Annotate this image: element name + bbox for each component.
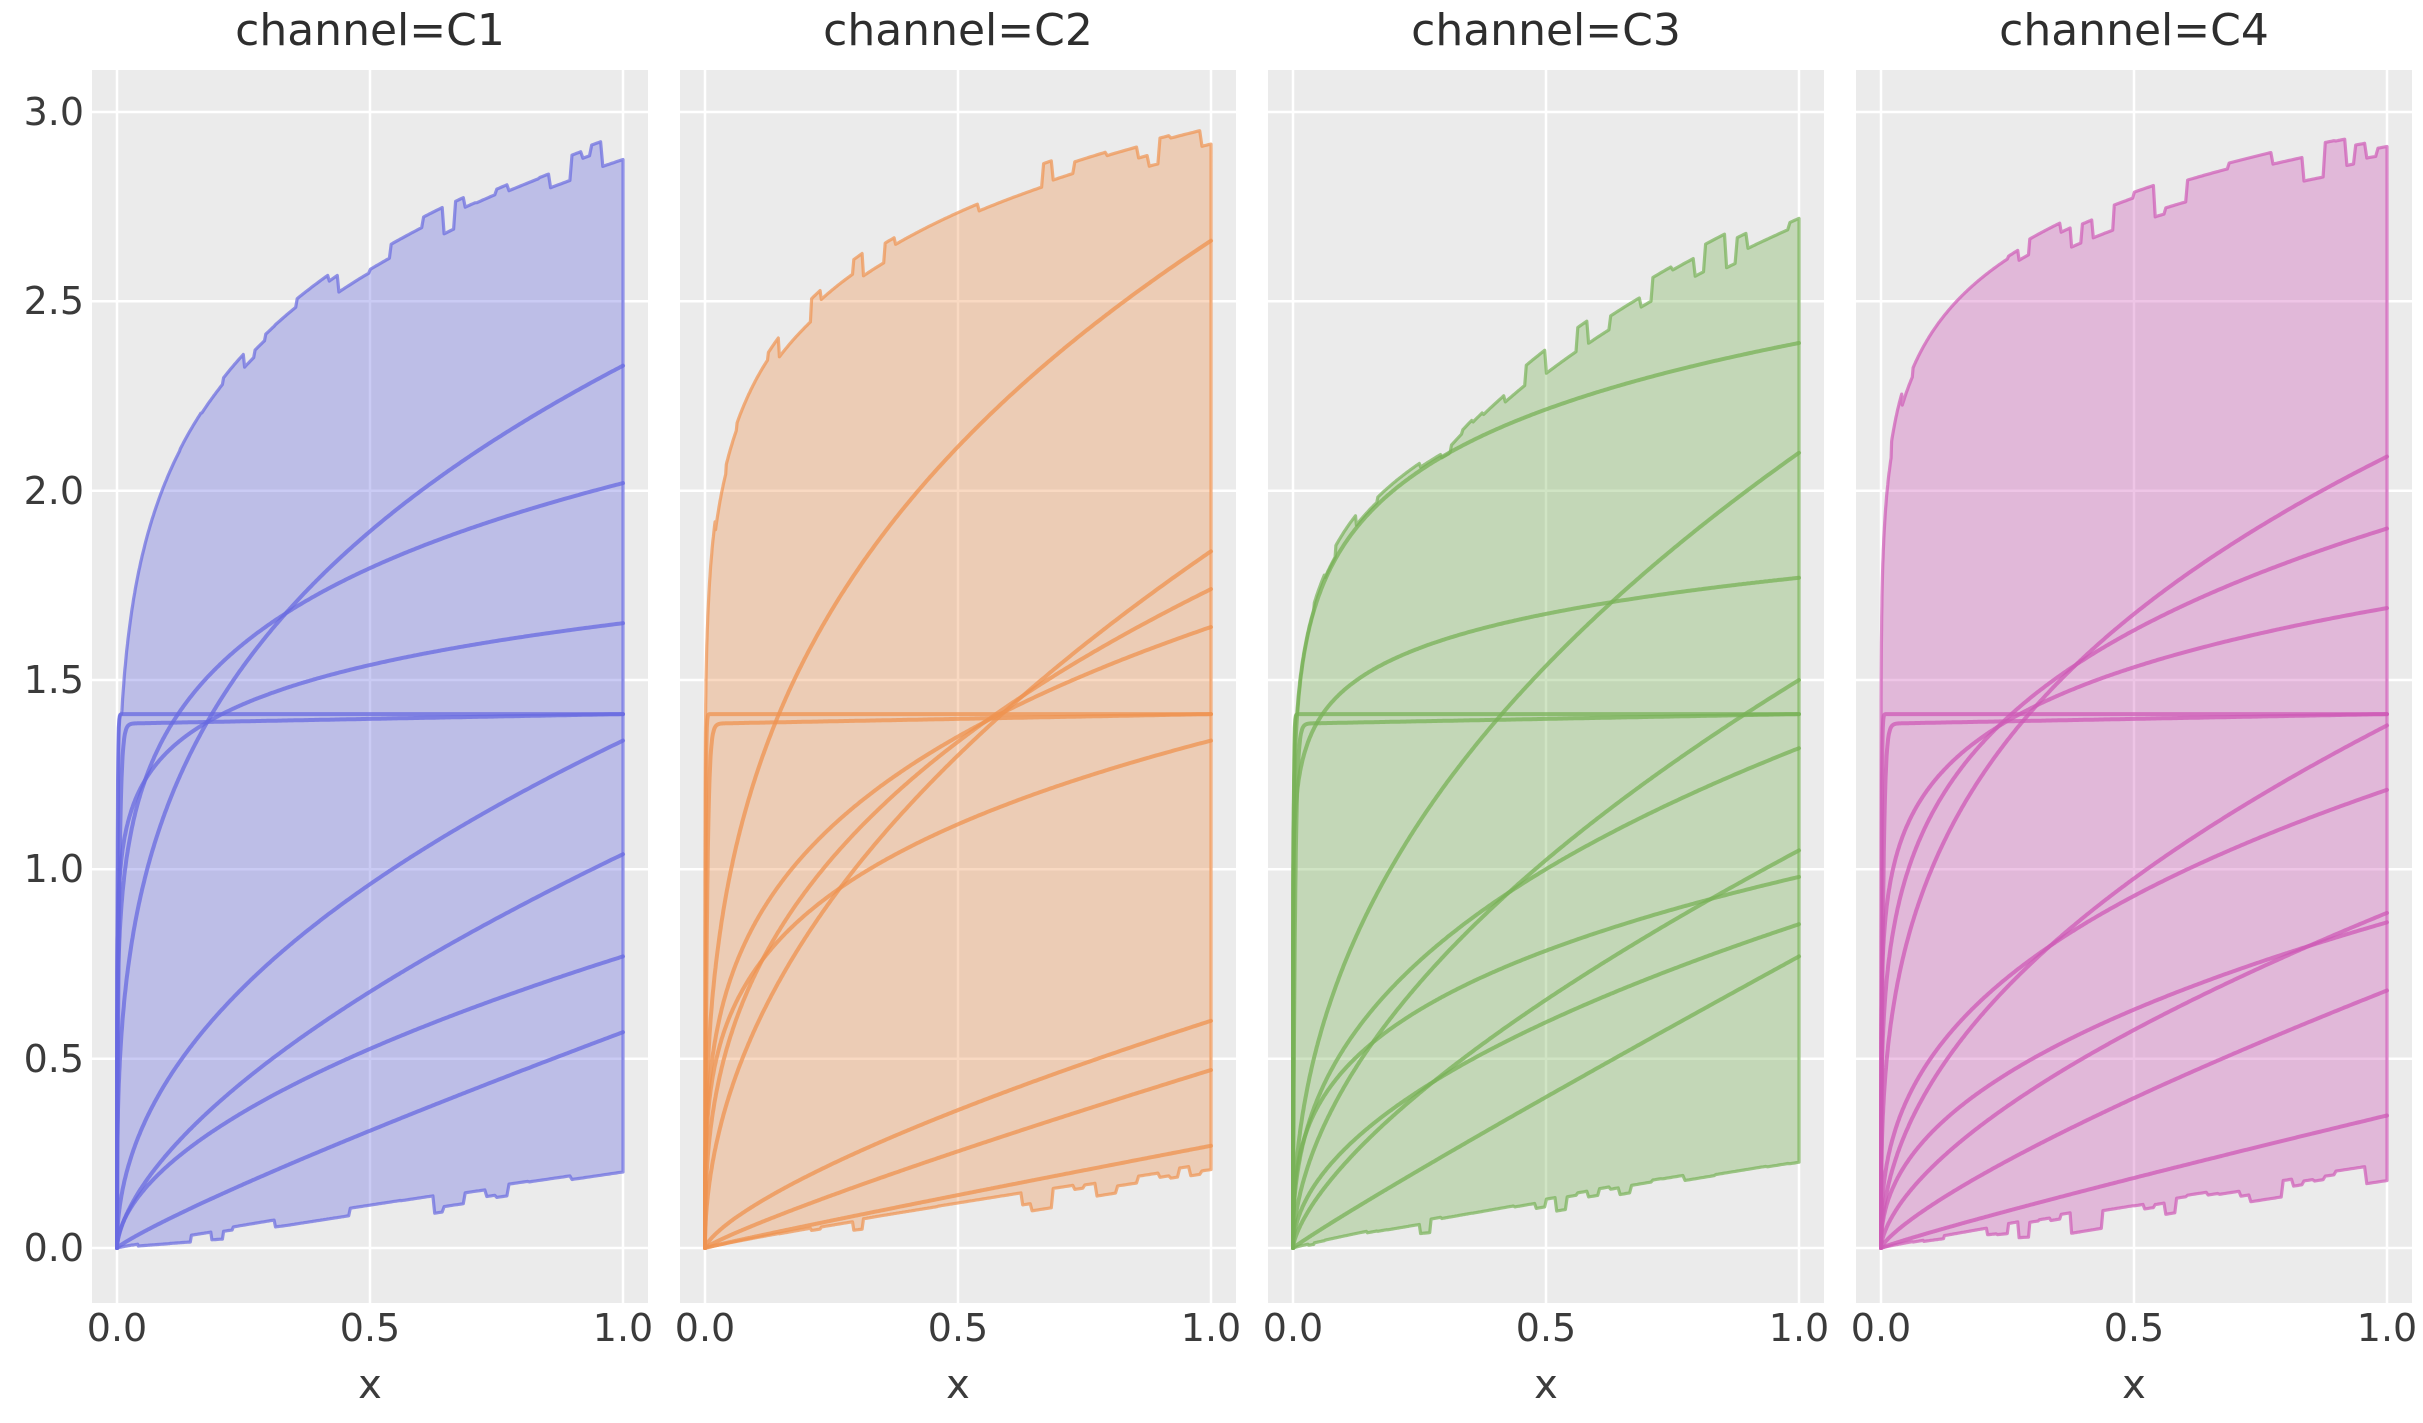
- power-curve: [1291, 874, 1801, 1250]
- flat-line: [1879, 712, 2389, 1250]
- panel-title: channel=C1: [235, 5, 505, 56]
- power-curve: [1291, 678, 1801, 1250]
- panel-title: channel=C2: [823, 5, 1093, 56]
- step-curve: [115, 712, 625, 1250]
- x-tick-label: 0.0: [1262, 1306, 1324, 1350]
- power-curve: [1879, 606, 2389, 1250]
- power-curve: [703, 1018, 1213, 1250]
- x-tick-label: 0.0: [674, 1306, 736, 1350]
- power-curve: [1291, 922, 1801, 1250]
- x-tick-label: 0.5: [927, 1306, 989, 1350]
- step-curve: [1879, 712, 2389, 1250]
- power-curve: [115, 363, 625, 1250]
- x-axis-label: x: [1534, 1362, 1558, 1408]
- power-curve: [703, 625, 1213, 1250]
- x-tick-label: 0.5: [339, 1306, 401, 1350]
- power-curve: [115, 1030, 625, 1250]
- power-curve: [703, 587, 1213, 1250]
- power-curve: [1291, 954, 1801, 1250]
- x-axis-label: x: [2122, 1362, 2146, 1408]
- plot-area: [92, 70, 648, 1303]
- flat-line: [1291, 712, 1801, 1250]
- y-tick-label: 0.0: [23, 1226, 84, 1270]
- power-curve: [1879, 787, 2389, 1250]
- power-curve: [1879, 1113, 2389, 1250]
- power-curve: [1879, 988, 2389, 1250]
- power-curve: [115, 852, 625, 1250]
- power-curve: [703, 1143, 1213, 1250]
- power-curve: [1879, 910, 2389, 1250]
- y-tick-label: 0.5: [23, 1037, 84, 1081]
- min-max-band: [703, 129, 1213, 1250]
- power-curve: [1291, 848, 1801, 1250]
- flat-line: [115, 712, 625, 1250]
- x-tick-label: 1.0: [1180, 1306, 1242, 1350]
- power-curve: [1291, 450, 1801, 1250]
- facet-panel-c4: channel=C4 0.0 0.5 1.0 x: [1851, 0, 2417, 1423]
- panel-title: channel=C4: [1999, 5, 2269, 56]
- x-tick-label: 0.5: [2103, 1306, 2165, 1350]
- x-tick-label: 1.0: [1768, 1306, 1830, 1350]
- power-curve: [703, 238, 1213, 1250]
- x-tick-label: 0.0: [1850, 1306, 1912, 1350]
- x-tick-label: 0.5: [1515, 1306, 1577, 1350]
- panel-title: channel=C3: [1411, 5, 1681, 56]
- y-tick-label: 2.0: [23, 469, 84, 513]
- power-curve: [115, 738, 625, 1250]
- plot-area: [1856, 70, 2412, 1303]
- y-tick-label: 1.0: [23, 847, 84, 891]
- power-curve: [1291, 341, 1801, 1250]
- power-curve: [703, 549, 1213, 1250]
- step-curve: [703, 712, 1213, 1250]
- power-curve: [1291, 746, 1801, 1250]
- y-tick-label: 2.5: [23, 279, 84, 323]
- x-tick-label: 0.0: [86, 1306, 148, 1350]
- facet-panel-c2: channel=C2 0.0 0.5 1.0 x: [675, 0, 1241, 1423]
- x-tick-label: 1.0: [592, 1306, 654, 1350]
- power-curve: [703, 1068, 1213, 1250]
- y-tick-label: 1.5: [23, 658, 84, 702]
- flat-line: [703, 712, 1213, 1250]
- plot-area: [1268, 70, 1824, 1303]
- step-curve: [1291, 712, 1801, 1250]
- min-max-band: [115, 140, 625, 1250]
- power-curve: [115, 621, 625, 1250]
- x-axis-label: x: [358, 1362, 382, 1408]
- min-max-band: [1291, 216, 1801, 1250]
- facet-panel-c1: channel=C1 0.0 0.5 1.0 x: [87, 0, 653, 1423]
- power-curve: [115, 481, 625, 1250]
- power-curve: [115, 954, 625, 1250]
- power-curve: [1879, 920, 2389, 1250]
- plot-area: [680, 70, 1236, 1303]
- power-curve: [1879, 723, 2389, 1250]
- facet-panel-c3: channel=C3 0.0 0.5 1.0 x: [1263, 0, 1829, 1423]
- power-curve: [703, 738, 1213, 1250]
- min-max-band: [1879, 137, 2389, 1250]
- x-tick-label: 1.0: [2356, 1306, 2418, 1350]
- y-tick-label: 3.0: [23, 90, 84, 134]
- x-axis-label: x: [946, 1362, 970, 1408]
- power-curve: [1879, 526, 2389, 1250]
